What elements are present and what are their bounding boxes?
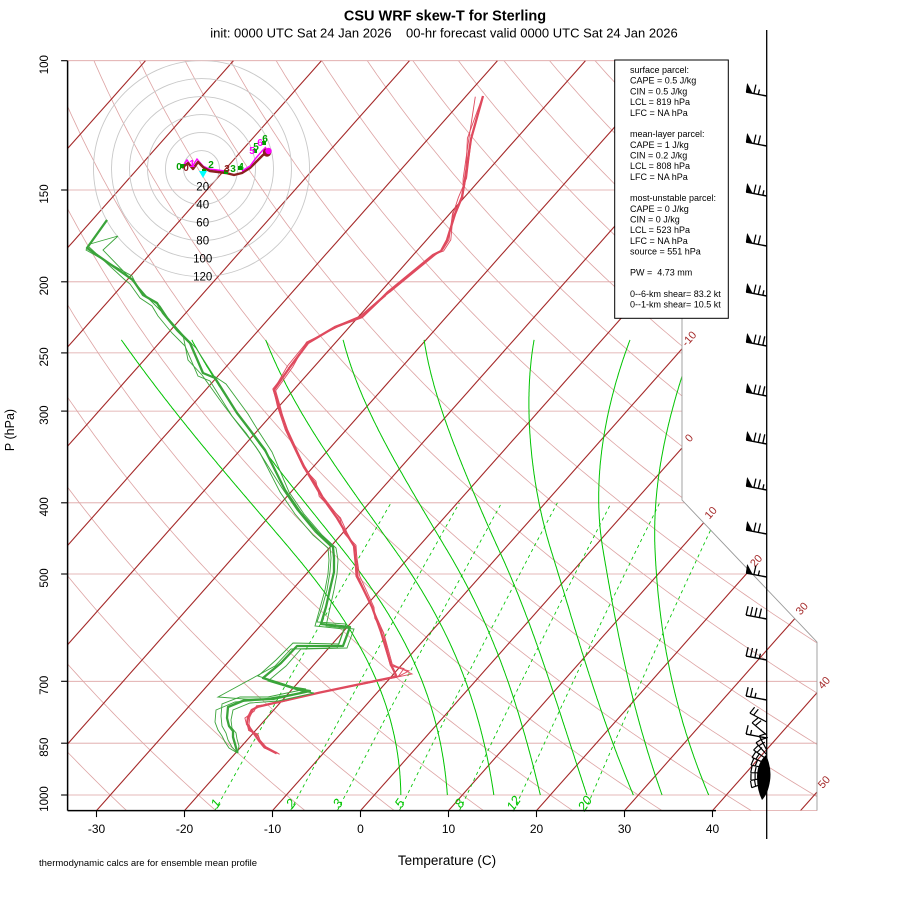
svg-text:most-unstable parcel:: most-unstable parcel: [630, 193, 716, 203]
svg-text:30: 30 [618, 822, 632, 836]
svg-text:PW = 4.73 mm: PW = 4.73 mm [630, 268, 692, 278]
svg-text:100: 100 [193, 254, 212, 266]
svg-text:150: 150 [39, 184, 51, 203]
svg-text:CIN = 0 J/kg: CIN = 0 J/kg [630, 214, 680, 224]
svg-text:CSU WRF skew-T for Sterling: CSU WRF skew-T for Sterling [344, 9, 546, 25]
svg-text:20: 20 [530, 822, 544, 836]
svg-text:80: 80 [196, 236, 209, 248]
svg-text:P (hPa): P (hPa) [3, 409, 17, 451]
svg-text:CAPE = 1 J/kg: CAPE = 1 J/kg [630, 140, 689, 150]
svg-text:mean-layer parcel:: mean-layer parcel: [630, 129, 705, 139]
svg-text:60: 60 [196, 218, 209, 230]
svg-text:0: 0 [357, 822, 364, 836]
svg-text:LCL = 819 hPa: LCL = 819 hPa [630, 97, 690, 107]
svg-text:3: 3 [230, 164, 236, 175]
svg-text:5: 5 [249, 146, 255, 157]
svg-text:120: 120 [193, 272, 212, 284]
svg-text:0--6-km shear= 83.2 kt: 0--6-km shear= 83.2 kt [630, 289, 721, 299]
svg-text:2: 2 [208, 160, 214, 171]
svg-text:6: 6 [257, 138, 263, 149]
svg-text:6: 6 [262, 134, 268, 145]
svg-text:Temperature (C): Temperature (C) [398, 853, 496, 868]
svg-text:4: 4 [238, 162, 244, 173]
svg-text:40: 40 [706, 822, 720, 836]
svg-text:LFC = NA hPa: LFC = NA hPa [630, 172, 688, 182]
svg-text:LCL = 808 hPa: LCL = 808 hPa [630, 161, 690, 171]
svg-text:100: 100 [39, 55, 51, 74]
svg-text:0--1-km shear= 10.5 kt: 0--1-km shear= 10.5 kt [630, 299, 721, 309]
svg-text:500: 500 [39, 568, 51, 587]
svg-text:1000: 1000 [39, 786, 51, 812]
svg-text:3: 3 [224, 164, 230, 175]
svg-text:1: 1 [189, 159, 195, 170]
svg-text:LCL = 523 hPa: LCL = 523 hPa [630, 225, 690, 235]
svg-text:surface parcel:: surface parcel: [630, 65, 689, 75]
svg-text:CIN = 0.2 J/kg: CIN = 0.2 J/kg [630, 150, 687, 160]
svg-text:0: 0 [176, 162, 182, 173]
svg-text:LFC = NA hPa: LFC = NA hPa [630, 108, 688, 118]
svg-text:thermodynamic calcs are for en: thermodynamic calcs are for ensemble mea… [39, 858, 257, 869]
svg-text:-20: -20 [176, 822, 194, 836]
svg-text:CAPE = 0.5 J/kg: CAPE = 0.5 J/kg [630, 76, 696, 86]
svg-text:40: 40 [196, 200, 209, 212]
svg-text:400: 400 [39, 497, 51, 516]
svg-text:300: 300 [39, 406, 51, 425]
svg-text:LFC = NA hPa: LFC = NA hPa [630, 236, 688, 246]
svg-text:CAPE = 0 J/kg: CAPE = 0 J/kg [630, 204, 689, 214]
svg-text:5: 5 [253, 142, 259, 153]
svg-text:CIN = 0.5 J/kg: CIN = 0.5 J/kg [630, 86, 687, 96]
svg-text:20: 20 [196, 182, 209, 194]
svg-text:10: 10 [442, 822, 456, 836]
svg-text:200: 200 [39, 276, 51, 295]
svg-text:0: 0 [183, 163, 189, 174]
svg-text:source = 551 hPa: source = 551 hPa [630, 246, 701, 256]
svg-text:init: 0000 UTC Sat 24 Jan 2026: init: 0000 UTC Sat 24 Jan 2026 00-hr for… [210, 26, 678, 41]
svg-text:-30: -30 [88, 822, 106, 836]
svg-text:250: 250 [39, 347, 51, 366]
svg-text:-10: -10 [264, 822, 282, 836]
svg-text:850: 850 [39, 738, 51, 757]
svg-text:700: 700 [39, 676, 51, 695]
